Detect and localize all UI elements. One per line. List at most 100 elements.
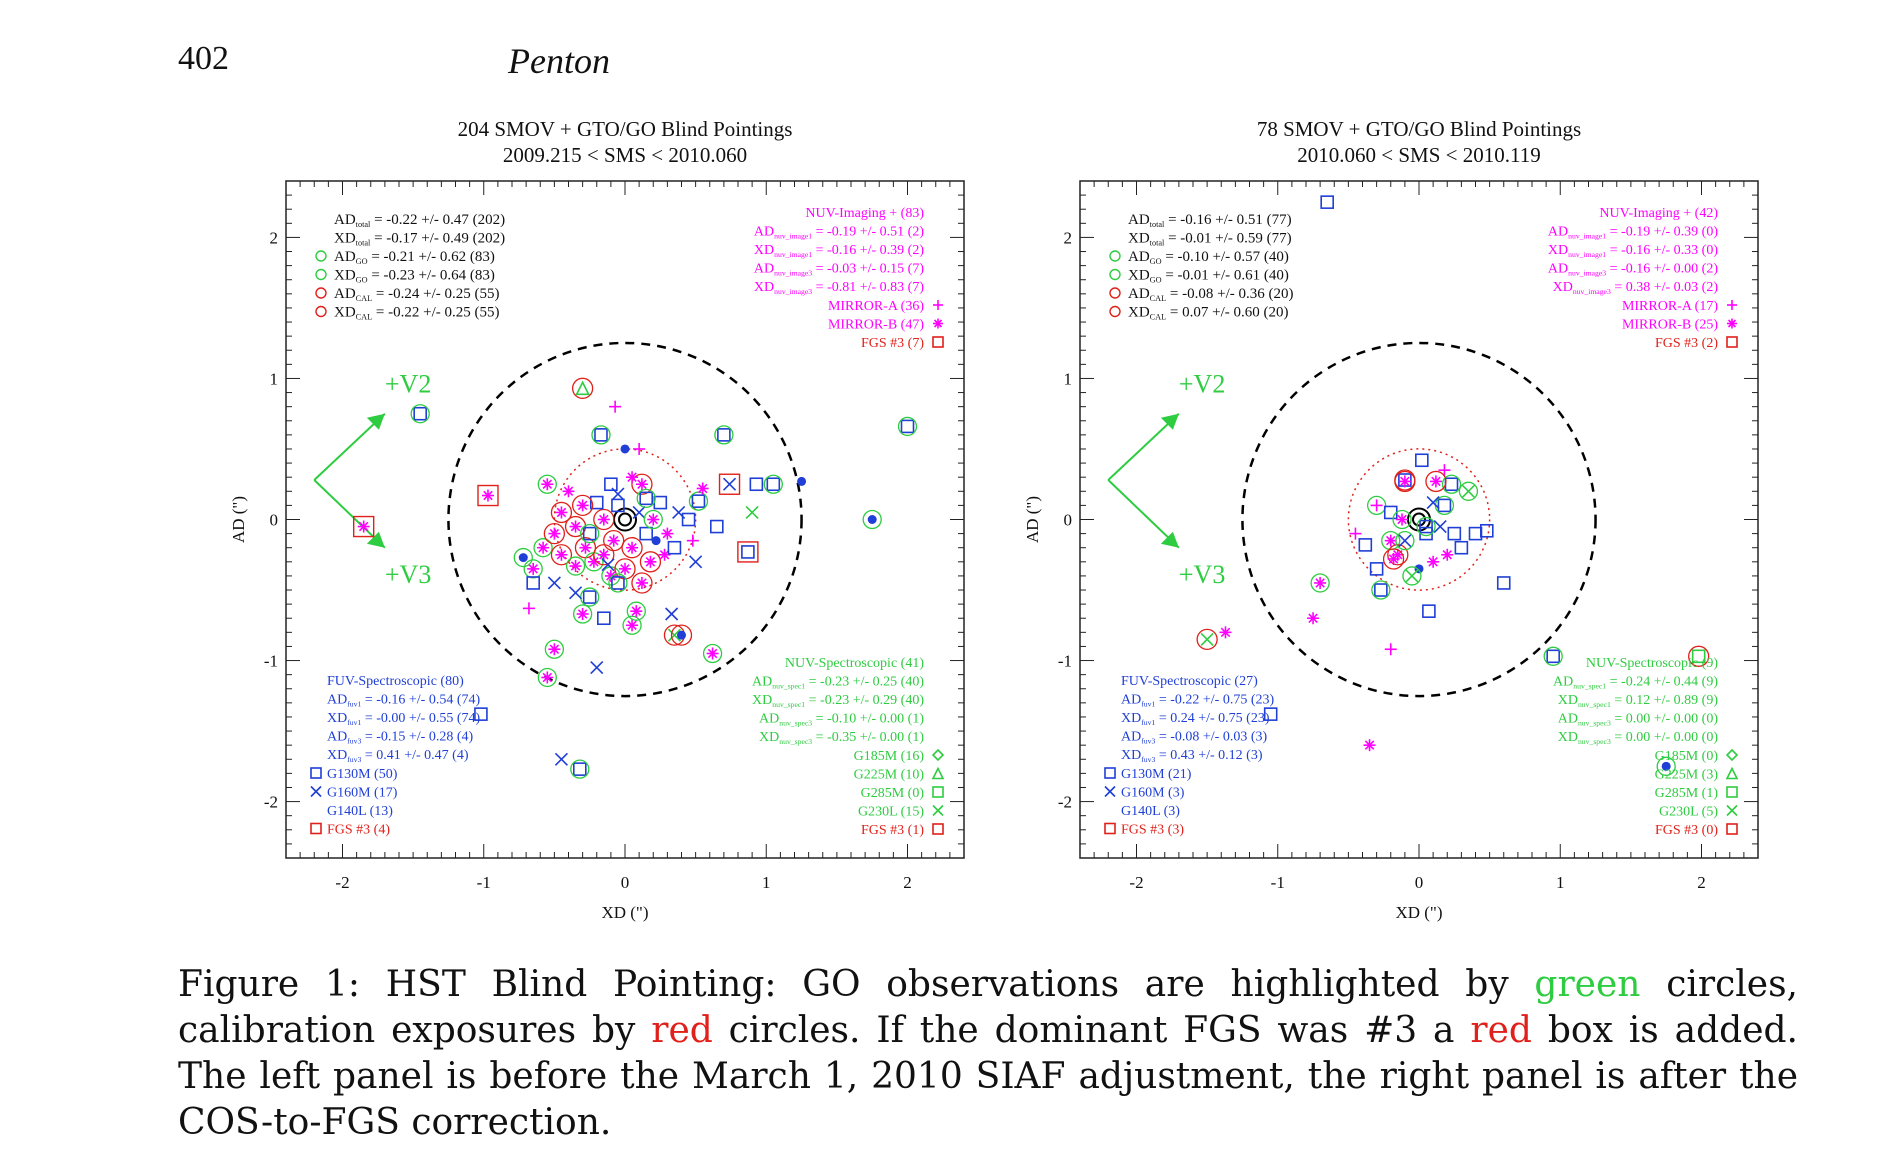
mirror-line-0: MIRROR-A (17)	[1622, 299, 1718, 314]
data-point-44-d	[627, 620, 637, 631]
mirror-line-1: MIRROR-B (47)	[828, 318, 924, 333]
y-tick-label: -1	[1058, 652, 1072, 671]
mirror-line-2: FGS #3 (2)	[1655, 336, 1718, 351]
stats-line-0-val: = -0.16 +/- 0.51 (77)	[1164, 212, 1291, 228]
stats-line-2: ADGO = -0.10 +/- 0.57 (40)	[1128, 249, 1289, 266]
data-point-27	[541, 478, 554, 491]
go-circle-80	[608, 573, 628, 593]
data-point-22	[1370, 499, 1383, 512]
stats-line-0-pre: AD	[334, 212, 356, 228]
data-point-69-d	[570, 521, 581, 532]
cal-circle-72	[614, 558, 636, 580]
data-point-40	[1383, 505, 1398, 520]
data-point-38-d	[1428, 557, 1438, 567]
dashed-circle-outer	[447, 341, 803, 698]
data-point-22-d	[662, 528, 673, 539]
go-circle-8	[897, 416, 918, 437]
data-point-70	[582, 526, 597, 541]
fuv-legend-symbol-1	[310, 785, 322, 798]
data-point-49-d	[707, 648, 718, 659]
cal-circle-19	[1425, 470, 1447, 493]
fuv-line-4-val: = 0.43 +/- 0.12 (3)	[1155, 748, 1263, 763]
stats-line-4: ADCAL = -0.24 +/- 0.25 (55)	[334, 286, 500, 303]
stats-line-3-sub: GO	[356, 276, 368, 285]
mirror-line-1: MIRROR-B (25)	[1622, 318, 1718, 333]
data-point-71-b	[601, 558, 615, 572]
data-point-11-b	[722, 477, 737, 491]
stats-line-1-val: = -0.01 +/- 0.59 (77)	[1164, 231, 1291, 247]
data-point-21-d	[1400, 476, 1410, 487]
go-circle-17	[1458, 481, 1479, 501]
data-point-18-b	[672, 505, 686, 520]
data-point-16	[1438, 464, 1451, 477]
nuv-legend-line-2: G285M (0)	[861, 786, 925, 801]
data-point-5-d	[1308, 613, 1318, 623]
nuv-imaging-line-4-pre: XD	[754, 280, 774, 295]
data-point-1-d	[358, 521, 369, 532]
nuv-spec-line-2-val: = 0.12 +/- 0.89 (9)	[1611, 693, 1719, 708]
data-point-64	[644, 555, 657, 568]
fuv-line-3-sub: fuv3	[1141, 737, 1155, 746]
data-point-57-inner	[618, 512, 632, 527]
nuv-imaging-line-1-val: = -0.19 +/- 0.39 (0)	[1606, 225, 1718, 240]
data-point-68-d	[577, 500, 588, 511]
nuv-spec-line-4: XDnuv_spec3 = 0.00 +/- 0.00 (0)	[1558, 730, 1719, 746]
stats-line-4-val: = -0.24 +/- 0.25 (55)	[372, 286, 499, 302]
stats-line-2-val: = -0.21 +/- 0.62 (83)	[368, 249, 495, 265]
fuv-line-3: ADfuv3 = -0.15 +/- 0.28 (4)	[327, 730, 473, 746]
cal-circle-73	[631, 572, 653, 594]
nuv-legend-symbol-0	[1725, 748, 1739, 762]
nuv-spec-line-3: ADnuv_spec3 = -0.10 +/- 0.00 (1)	[759, 712, 924, 728]
mirror-symbol-1	[1727, 318, 1737, 329]
data-point-42	[576, 607, 589, 620]
data-point-0	[1320, 195, 1334, 209]
data-point-79-d	[627, 472, 637, 482]
data-point-28-b	[1398, 534, 1412, 548]
nuv-imaging-line-1: ADnuv_image1 = -0.19 +/- 0.51 (2)	[754, 225, 924, 241]
data-point-45	[630, 605, 643, 618]
data-point-51-d	[542, 672, 553, 683]
data-point-3	[575, 380, 590, 396]
caption-text-2: circles, calibration exposures by	[178, 964, 1798, 1051]
data-point-43	[597, 611, 611, 626]
data-point-30	[518, 553, 528, 563]
go-circle-4	[591, 425, 611, 445]
caption-label: Figure 1:	[178, 964, 361, 1005]
stats-line-3-val: = -0.01 +/- 0.61 (40)	[1162, 268, 1289, 284]
data-point-25	[633, 442, 646, 455]
data-point-31-d	[528, 564, 538, 574]
data-point-56	[474, 707, 488, 721]
data-point-73	[635, 576, 648, 589]
fuv-line-3: ADfuv3 = -0.08 +/- 0.03 (3)	[1121, 730, 1267, 746]
cal-circle-38	[593, 544, 615, 566]
fuv-legend-line-2: G140L (13)	[327, 804, 393, 819]
nuv-imaging-line-0-pre: NUV-Imaging + (83)	[805, 206, 924, 221]
x-tick-label: -1	[1271, 873, 1285, 892]
fuv-line-3-pre: AD	[1121, 730, 1141, 745]
v2-label: +V2	[1179, 370, 1225, 399]
data-point-1	[1200, 632, 1214, 646]
data-point-7-d	[1364, 740, 1375, 750]
y-tick-label: -2	[264, 793, 278, 812]
go-circle-65	[643, 509, 663, 530]
fuv-line-4: XDfuv3 = 0.43 +/- 0.12 (3)	[1121, 748, 1263, 764]
cal-circle-21	[1394, 470, 1416, 493]
data-point-21	[681, 512, 696, 527]
data-point-65-d	[648, 514, 659, 525]
data-point-37-b	[1405, 569, 1419, 583]
nuv-spec-line-3-val: = 0.00 +/- 0.00 (0)	[1611, 712, 1719, 727]
nuv-legend-line-0: G185M (16)	[854, 749, 925, 764]
data-point-18	[1444, 477, 1459, 492]
nuv-imaging-line-1-val: = -0.19 +/- 0.51 (2)	[812, 225, 924, 240]
go-circle-44	[622, 615, 642, 635]
data-point-1-b	[1200, 632, 1214, 646]
stats-symbol-5	[315, 305, 327, 318]
data-point-11	[1691, 649, 1706, 664]
fuv-line-1-pre: AD	[327, 693, 347, 708]
nuv-legend-symbol-4	[932, 823, 944, 835]
data-point-73-d	[637, 578, 647, 588]
go-circle-10	[1543, 646, 1563, 666]
nuv-spec-line-4: XDnuv_spec3 = -0.35 +/- 0.00 (1)	[759, 730, 924, 746]
data-point-32	[526, 576, 540, 590]
data-point-75-d	[563, 486, 574, 497]
